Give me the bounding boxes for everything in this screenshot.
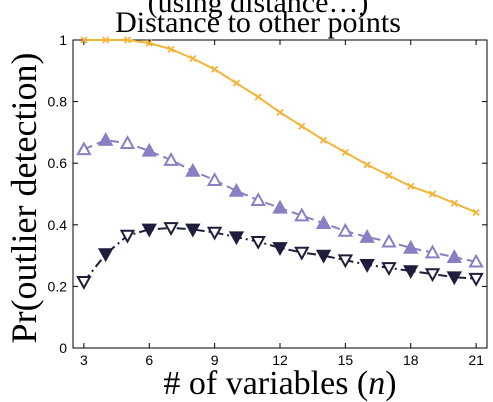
series-0-point [102,36,110,44]
x-tick-label: 12 [272,352,288,368]
series-0-point [123,36,132,44]
series-2-point [381,262,397,276]
series-0-point [472,208,480,217]
series-2-point [141,223,157,238]
series-1-point [468,253,484,268]
series-0-point [385,171,393,180]
x-axis-label-var: n [368,365,385,402]
series-2-point [185,223,201,238]
series-2-point [403,265,419,280]
series-line-0 [83,39,477,214]
x-axis-label-suffix: ) [385,365,396,402]
series-2-point [119,229,136,244]
series-2-point [163,222,179,236]
series-0-point [407,182,415,190]
series-1-point [403,239,419,254]
series-layer [76,36,484,290]
series-1-point [228,182,245,197]
x-tick-label: 18 [403,352,419,368]
y-tick-label: 0.6 [48,155,68,171]
series-1-point [294,207,310,222]
y-tick-label: 0.2 [48,278,68,294]
series-2-point [97,248,114,263]
series-2-point [206,226,223,241]
series-0-point [145,39,153,47]
series-0-point [80,36,88,44]
x-axis-label-prefix: # of variables ( [163,365,368,402]
series-1-point [337,222,354,237]
chart-title: Distance to other points [115,6,401,39]
series-0-point [189,54,197,63]
y-axis-label: Pr(outlier detection) [4,53,44,344]
series-2-point [76,275,92,290]
series-0-point [167,45,175,53]
series-0-point [276,108,284,117]
series-0-point [298,122,306,130]
series-1-point [163,152,179,166]
series-1-point [359,229,375,243]
series-2-point [424,268,441,283]
series-2-point [359,259,375,273]
x-tick-label: 6 [145,352,153,368]
series-2-point [468,272,484,287]
series-2-point [337,254,354,269]
series-2-point [272,242,288,256]
series-1-point [141,142,157,157]
series-1-point [119,135,136,149]
x-tick-label: 9 [211,352,219,368]
series-0-point [363,161,371,169]
y-tick-label: 0 [59,340,67,356]
series-0-point [210,65,219,73]
series-0-point [232,79,241,87]
x-tick-label: 15 [338,352,354,368]
series-0-point [341,148,350,157]
series-1-point [381,233,397,248]
series-1-point [185,162,201,177]
series-0-point [428,190,437,198]
series-2-point [315,249,332,264]
series-2-point [446,271,463,286]
series-1-point [206,172,223,186]
y-tick-label: 1 [59,32,67,48]
plot-frame [72,39,488,349]
y-tick-label: 0.8 [48,94,68,110]
series-1-point [97,132,114,146]
series-1-point [315,215,332,230]
x-tick-label: 21 [468,352,484,368]
chart-title-partial: (using distance…) [148,0,369,19]
series-0-point [254,93,262,101]
series-2-point [228,231,245,246]
series-1-point [272,199,288,214]
series-2-point [294,246,310,261]
x-tick-label: 3 [80,352,88,368]
series-1-point [250,192,266,206]
series-0-point [450,199,458,207]
series-0-point [319,136,328,144]
series-1-point [76,141,92,156]
series-1-point [424,244,441,259]
ticks: 3 6 9 12 15 18 21 0 0.2 0.4 0.6 0.8 1 [48,32,487,368]
x-axis-label: # of variables (n) [163,365,396,402]
y-tick-label: 0.4 [48,217,68,233]
series-1-point [446,249,463,263]
series-2-point [250,235,266,250]
